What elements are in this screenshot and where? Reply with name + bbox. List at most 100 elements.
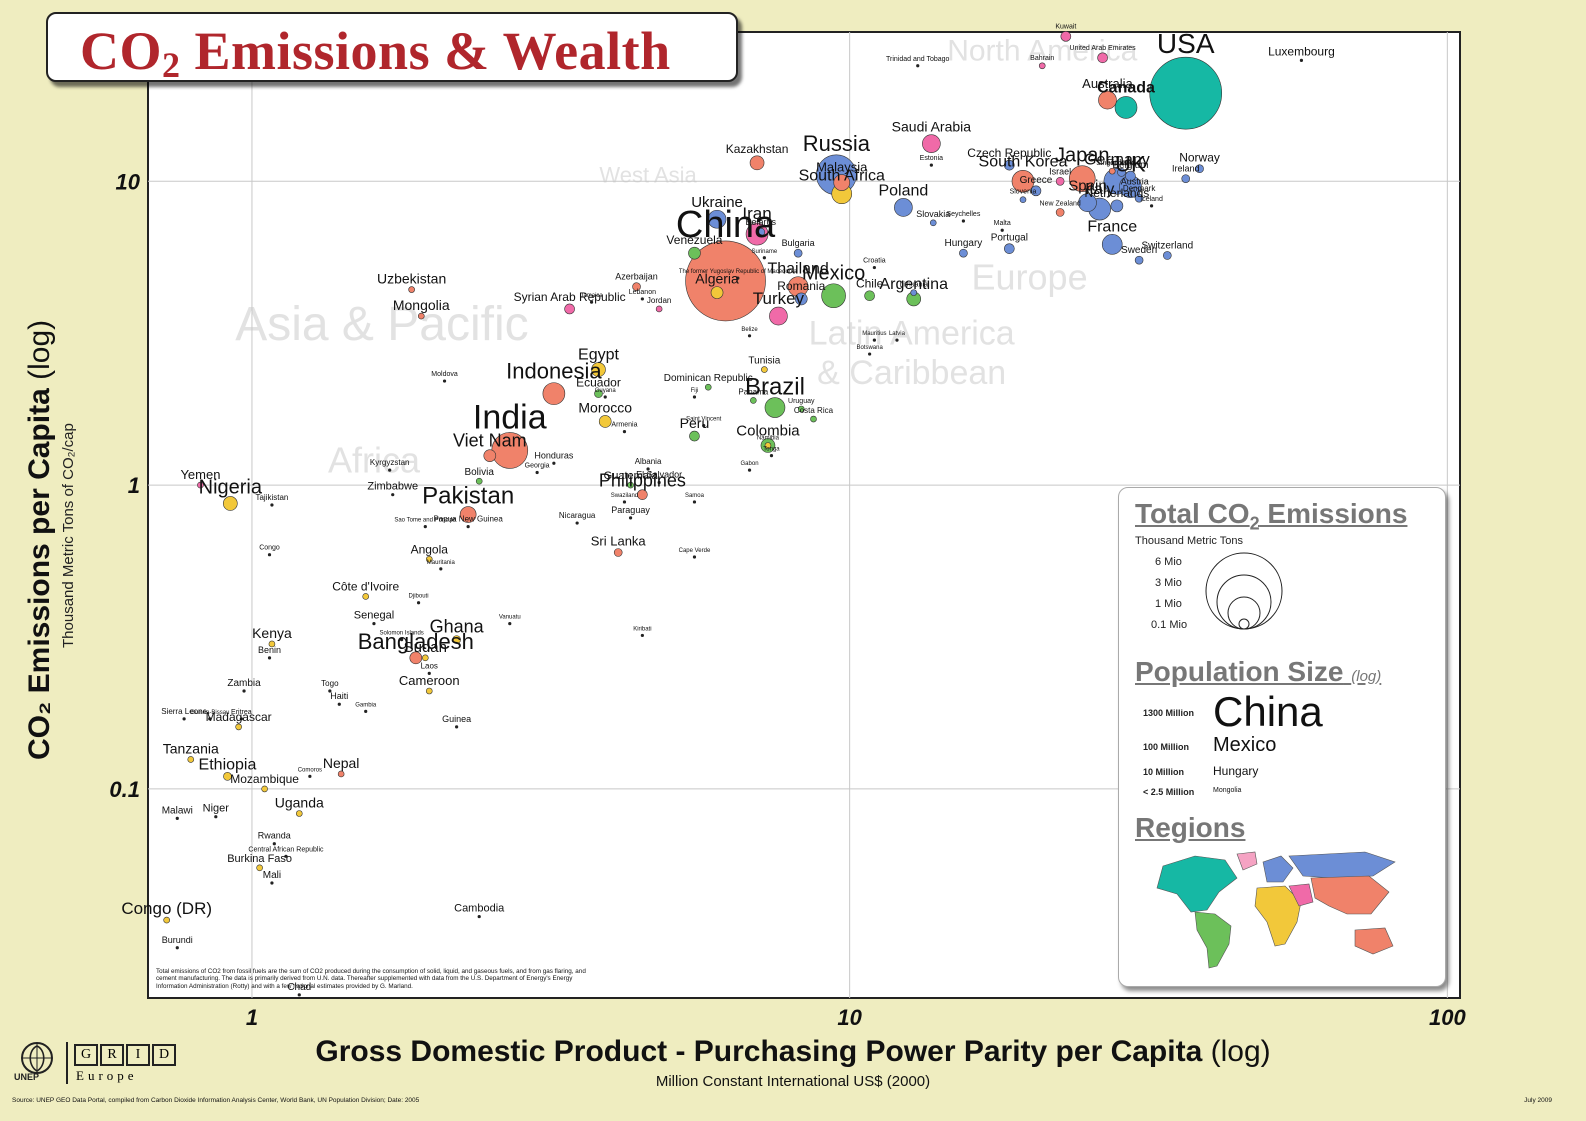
data-point [622, 429, 627, 434]
data-point [872, 338, 876, 342]
point-label: Netherlands [1085, 186, 1150, 200]
point-label: Philippines [599, 471, 686, 491]
x-axis-unit: Million Constant International US$ (2000… [655, 1073, 931, 1090]
point-label: Ethiopia [199, 756, 257, 773]
data-point [797, 405, 805, 413]
point-label: Papua New Guinea [433, 515, 503, 524]
data-point [810, 415, 817, 423]
legend-total-level: 0.1 Mio [1151, 619, 1188, 631]
data-point [916, 64, 920, 68]
data-point [483, 449, 497, 462]
point-label: Brazil [745, 374, 805, 401]
data-point [594, 389, 603, 398]
data-point [284, 854, 288, 858]
data-point [452, 635, 461, 644]
unep-logo-icon [21, 1042, 53, 1074]
point-label: Saudi Arabia [892, 119, 972, 135]
point-label: Albania [635, 457, 662, 466]
data-point [1101, 234, 1123, 255]
point-label: Indonesia [506, 359, 602, 384]
point-label: Congo [259, 545, 280, 552]
data-point [182, 717, 186, 721]
point-label: Kiribati [633, 626, 651, 632]
point-label: United Arab Emirates [1070, 45, 1137, 52]
point-label: Iran [742, 204, 771, 223]
region-watermark: Europe [972, 257, 1088, 298]
point-label: Samoa [685, 493, 705, 499]
point-label: Sao Tome and Principe [394, 518, 457, 524]
data-point [308, 774, 312, 778]
data-point [689, 430, 700, 442]
point-label: Hungary [944, 238, 982, 249]
point-label: Cameroon [399, 673, 460, 688]
data-point [1011, 169, 1035, 193]
point-label: Colombia [736, 422, 800, 439]
point-label: Cambodia [454, 903, 505, 915]
map-europe [1262, 855, 1294, 883]
legend-pop-example: Hungary [1213, 764, 1259, 778]
data-point [564, 303, 575, 315]
data-point [477, 914, 481, 919]
point-label: Greece [1020, 175, 1053, 186]
point-label: Guyana [595, 388, 617, 394]
point-label: South Africa [799, 168, 885, 185]
point-label: Belgium [1112, 160, 1148, 171]
data-point [589, 300, 594, 304]
data-point [961, 219, 966, 223]
point-label: Italy [1085, 181, 1114, 198]
legend-pop-level: 100 Million [1143, 742, 1190, 752]
data-point [747, 334, 752, 338]
point-label: Japan [1055, 145, 1110, 167]
point-label: Argentina [879, 276, 948, 293]
data-point [1030, 185, 1042, 197]
point-label: Fiji [691, 388, 699, 394]
point-label: Kenya [252, 625, 292, 641]
data-point [895, 338, 899, 342]
point-label: Ukraine [691, 194, 743, 211]
data-point [362, 593, 370, 600]
data-point [710, 286, 724, 299]
data-point [270, 881, 274, 885]
point-label: Uganda [275, 794, 324, 810]
x-tick-label: 100 [1429, 1005, 1466, 1030]
point-label: Cape Verde [679, 548, 711, 554]
point-label: Paraguay [611, 505, 650, 515]
legend-size-circles [1205, 552, 1283, 630]
point-label: Guinea [442, 714, 471, 724]
legend-total-level: 6 Mio [1155, 556, 1182, 568]
unep-text: UNEP [14, 1072, 40, 1082]
point-label: Angola [411, 542, 449, 556]
grid-europe: Europe [76, 1068, 138, 1083]
data-point [223, 496, 238, 511]
data-point [769, 454, 774, 458]
point-label: Tajikistan [255, 493, 288, 502]
legend-size-circle [1216, 574, 1272, 630]
data-point [637, 489, 648, 500]
point-label: Czech Republic [967, 146, 1051, 160]
data-point [337, 770, 345, 778]
data-point [337, 702, 341, 706]
data-point [1055, 176, 1065, 186]
data-point [685, 240, 766, 322]
point-label: Ghana [430, 617, 485, 637]
world-map-icon [1156, 851, 1396, 969]
data-point [400, 638, 404, 642]
data-point [736, 276, 740, 280]
data-point [328, 689, 332, 693]
point-label: Slovenia [1010, 189, 1037, 196]
data-point [627, 481, 634, 489]
point-label: Armenia [611, 422, 637, 429]
data-point [417, 312, 425, 320]
data-point [910, 289, 918, 296]
point-label: Zambia [227, 678, 261, 689]
data-point [764, 442, 772, 449]
data-point [628, 516, 633, 520]
data-point [929, 163, 933, 167]
point-label: Eritrea [231, 709, 252, 716]
data-point [756, 227, 766, 237]
point-label: Sudan [404, 639, 447, 656]
point-label: China [676, 204, 776, 246]
point-label: Swaziland [611, 493, 638, 499]
data-point [833, 174, 851, 191]
point-label: Tonga [763, 447, 780, 453]
